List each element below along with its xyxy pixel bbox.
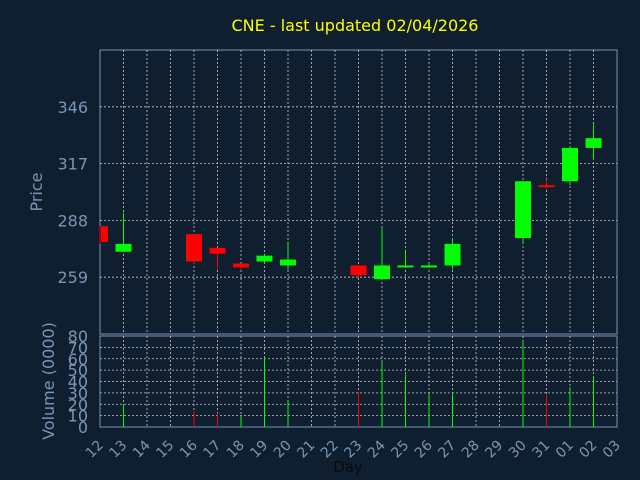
candle-body bbox=[280, 259, 296, 266]
candle-body bbox=[101, 226, 108, 242]
volume-axis-label: Volume (0000) bbox=[39, 322, 58, 440]
volume-tick-label: 60 bbox=[68, 350, 88, 369]
volume-tick-label: 0 bbox=[78, 418, 88, 437]
candle-body bbox=[209, 247, 226, 254]
volume-tick-label: 50 bbox=[68, 361, 88, 380]
price-tick-label: 346 bbox=[57, 98, 88, 117]
candle-body bbox=[256, 255, 273, 262]
candle-body bbox=[562, 147, 578, 182]
price-tick-label: 317 bbox=[57, 155, 88, 174]
price-tick-label: 259 bbox=[57, 268, 88, 287]
volume-tick-label: 30 bbox=[68, 384, 88, 403]
candle-body bbox=[350, 265, 367, 276]
volume-tick-label: 70 bbox=[68, 338, 88, 357]
candle-body bbox=[421, 265, 437, 268]
candle-body bbox=[444, 243, 461, 266]
volume-tick-label: 10 bbox=[68, 407, 88, 426]
candle-body bbox=[397, 265, 414, 268]
candle-body bbox=[233, 263, 249, 268]
chart-title: CNE - last updated 02/04/2026 bbox=[232, 16, 479, 35]
candle-body bbox=[515, 181, 531, 239]
candle-body bbox=[374, 265, 390, 280]
candle-body bbox=[538, 185, 555, 188]
volume-bars-group bbox=[123, 341, 594, 427]
grid-lines bbox=[100, 50, 617, 427]
price-axis-label: Price bbox=[27, 172, 46, 211]
volume-tick-label: 80 bbox=[68, 327, 88, 346]
candles-group bbox=[99, 124, 602, 280]
candle-body bbox=[186, 234, 202, 262]
candle-body bbox=[115, 243, 132, 252]
price-tick-label: 288 bbox=[57, 211, 88, 230]
volume-tick-label: 40 bbox=[68, 373, 88, 392]
candle-body bbox=[585, 138, 602, 148]
x-axis-label: Day bbox=[333, 458, 363, 476]
volume-tick-label: 20 bbox=[68, 395, 88, 414]
